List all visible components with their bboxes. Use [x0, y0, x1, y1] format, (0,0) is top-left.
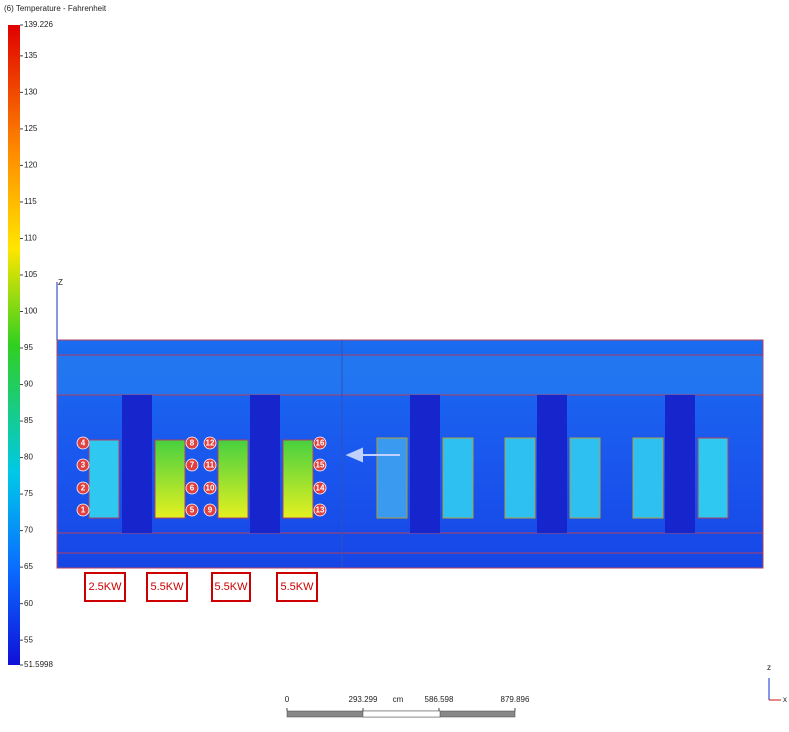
colorbar-label: 70	[24, 526, 33, 535]
colorbar-label: 115	[24, 197, 37, 206]
colorbar-label: 80	[24, 453, 33, 462]
colorbar-label: 135	[24, 51, 38, 60]
colorbar-label: 75	[24, 489, 33, 498]
cabinet	[89, 440, 119, 518]
scale-label: 293.299	[349, 695, 378, 704]
marker-label: 5	[190, 506, 195, 515]
scale-label: 586.598	[425, 695, 454, 704]
screen: (6) Temperature - Fahrenheit Z 432187651…	[0, 0, 789, 732]
marker-label: 2	[81, 484, 86, 493]
colorbar-label: 125	[24, 124, 38, 133]
colorbar-label: 105	[24, 270, 38, 279]
cabinet	[218, 440, 248, 518]
cabinet	[443, 438, 473, 518]
marker-label: 7	[190, 461, 195, 470]
cabinet	[505, 438, 535, 518]
colorbar-label: 120	[24, 161, 38, 170]
marker-label: 10	[206, 484, 215, 493]
scale-label: 879.896	[501, 695, 530, 704]
triad: z x	[767, 663, 787, 704]
cabinet	[377, 438, 407, 518]
colorbar-label: 139.226	[24, 20, 53, 29]
marker-label: 13	[316, 506, 325, 515]
triad-label: z	[767, 663, 771, 672]
scale-bar-segment	[363, 711, 440, 717]
marker-label: 1	[81, 506, 86, 515]
marker-label: 14	[316, 484, 325, 493]
marker-label: 4	[81, 439, 86, 448]
rack	[665, 395, 695, 533]
colorbar-label: 65	[24, 562, 33, 571]
scale-unit: cm	[393, 695, 404, 704]
colorbar-label: 60	[24, 599, 33, 608]
colorbar-label: 100	[24, 307, 38, 316]
scale-label: 0	[285, 695, 290, 704]
marker-label: 11	[206, 461, 215, 470]
cabinet	[570, 438, 600, 518]
colorbar-label: 85	[24, 416, 33, 425]
marker-label: 16	[316, 439, 325, 448]
legend-title: (6) Temperature - Fahrenheit	[4, 4, 107, 13]
colorbar-label: 110	[24, 234, 37, 243]
colorbar-label: 55	[24, 635, 33, 644]
rack	[250, 395, 280, 533]
ceiling	[57, 356, 763, 395]
triad-label: x	[783, 695, 787, 704]
cabinet	[155, 440, 185, 518]
colorbar-label: 130	[24, 87, 38, 96]
marker-label: 12	[206, 439, 215, 448]
cabinet	[283, 440, 313, 518]
colorbar-label: 95	[24, 343, 33, 352]
marker-label: 15	[316, 461, 325, 470]
colorbar-label: 51.5998	[24, 660, 53, 669]
heat-label: 5.5KW	[280, 581, 314, 593]
heat-label: 5.5KW	[150, 581, 184, 593]
marker-label: 6	[190, 484, 195, 493]
rack	[537, 395, 567, 533]
rack	[122, 395, 152, 533]
cabinet	[633, 438, 663, 518]
rack	[410, 395, 440, 533]
colorbar	[8, 25, 20, 665]
marker-label: 3	[81, 461, 86, 470]
axis-label: Z	[58, 278, 63, 287]
heat-label: 2.5KW	[88, 581, 122, 593]
marker-label: 9	[208, 506, 213, 515]
cabinet	[698, 438, 728, 518]
scene: Z 4 3 2 1 8 7 6 5 12 11 10 9 16 15 14 13	[57, 278, 763, 568]
colorbar-label: 90	[24, 380, 33, 389]
heat-label: 5.5KW	[214, 581, 248, 593]
marker-label: 8	[190, 439, 195, 448]
